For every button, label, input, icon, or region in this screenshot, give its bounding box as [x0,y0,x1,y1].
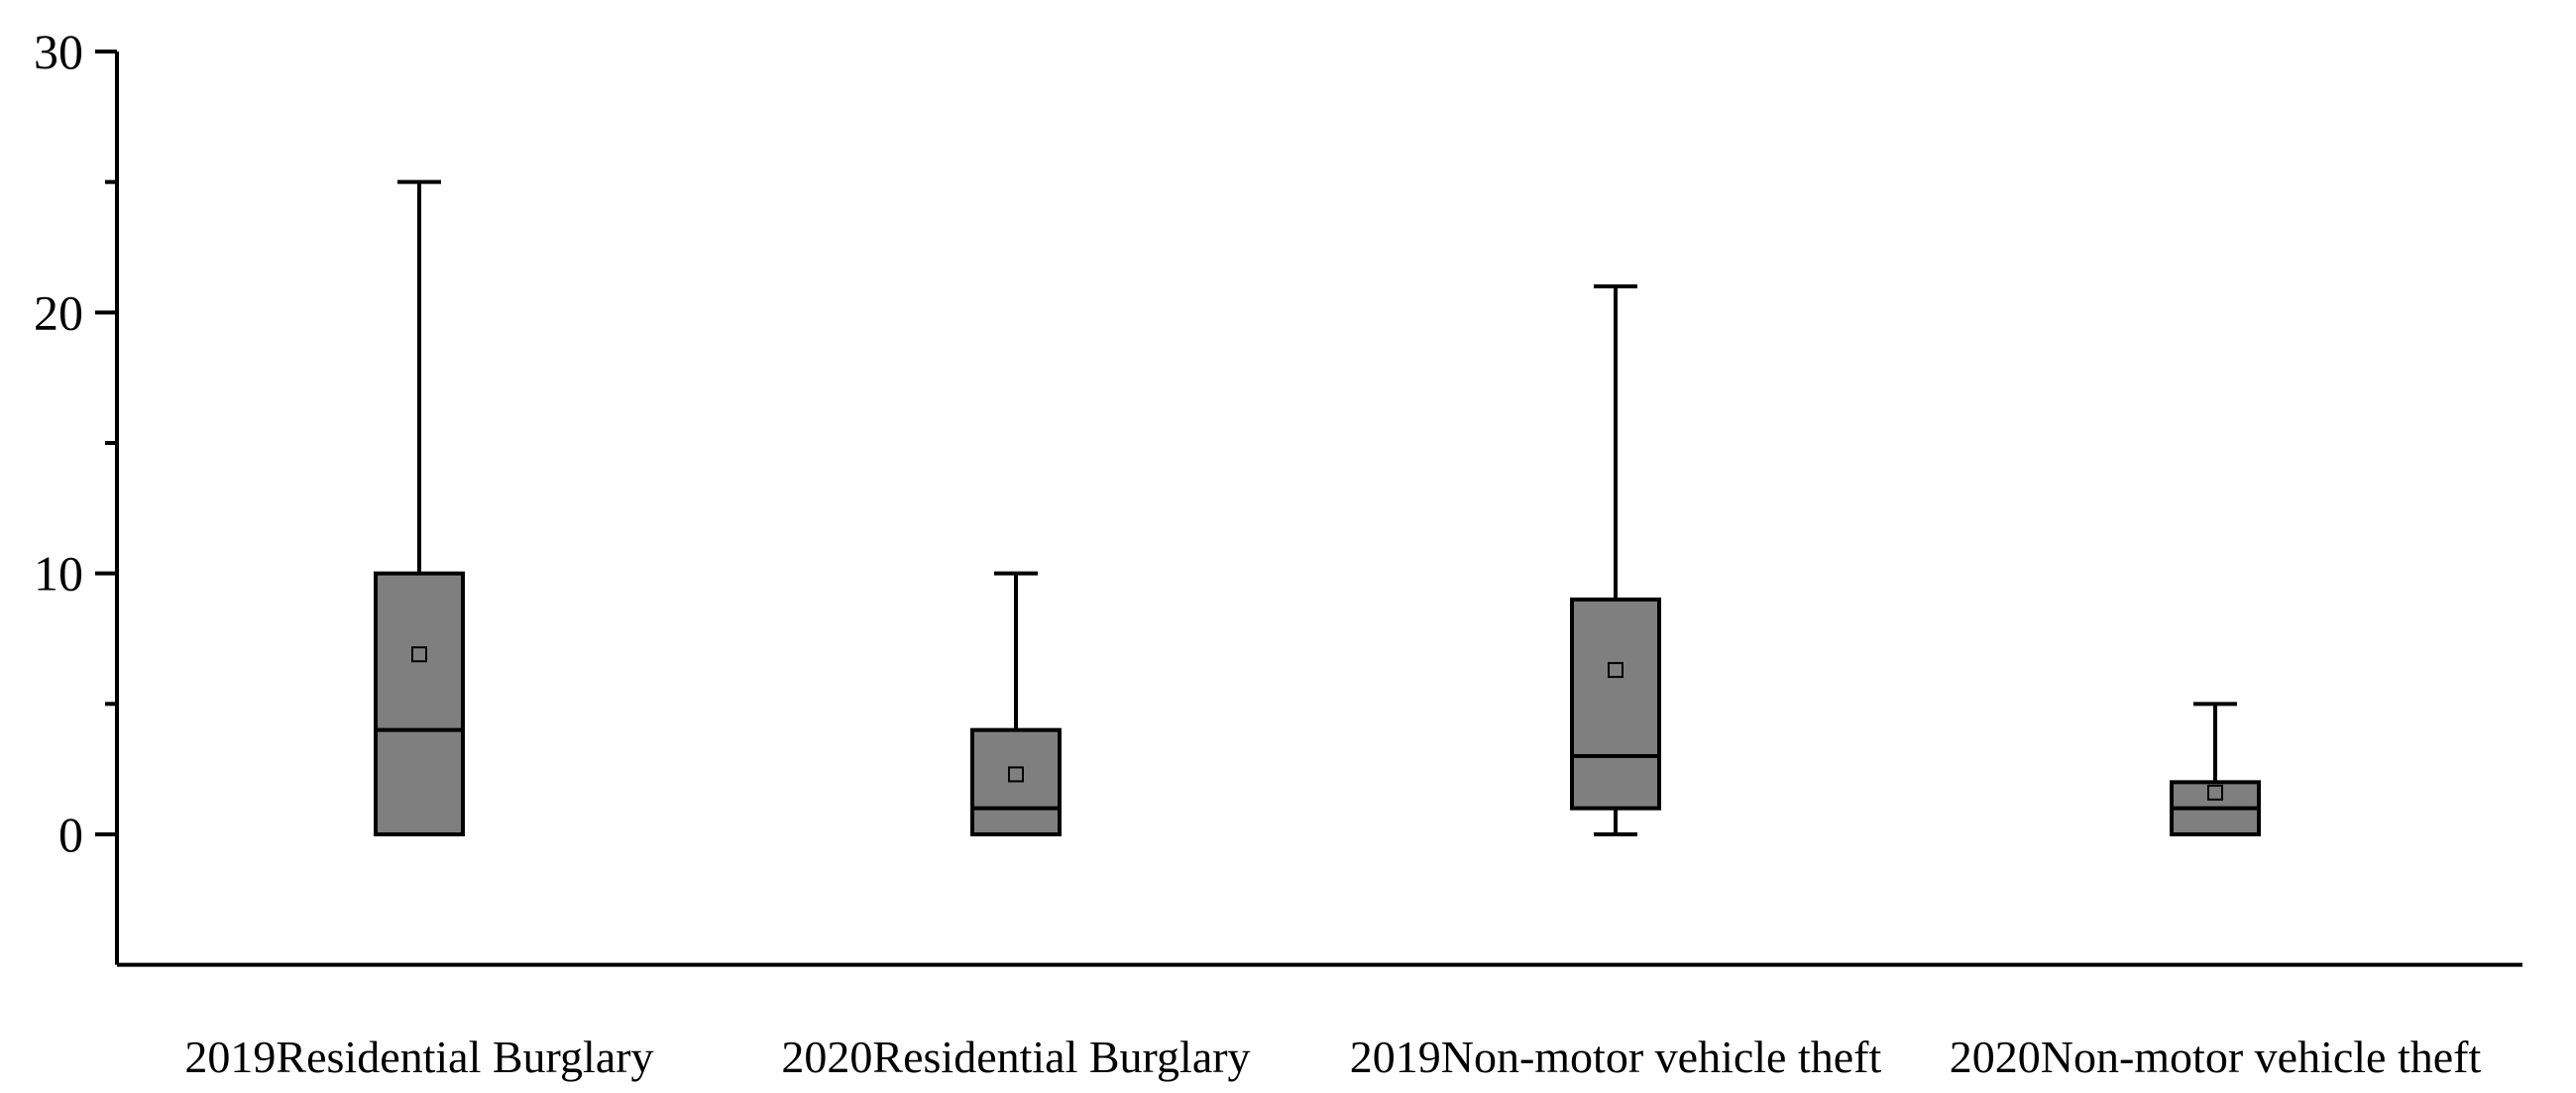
box-body [374,571,465,837]
mean-marker [1008,766,1024,783]
mean-marker [1608,662,1624,679]
labels-layer: 0 10 20 30 2019Residential Burglary 2020Resid… [34,24,2481,1082]
category-label: 2020Non-motor vehicle theft [1950,1032,2482,1082]
y-tick-label: 10 [34,546,83,601]
box-group [970,571,1062,837]
boxes-layer [374,179,2261,837]
axes-layer [95,50,2522,967]
y-tick-label: 20 [34,284,83,340]
box-group [374,179,465,837]
category-label: 2019Non-motor vehicle theft [1350,1032,1882,1082]
box-body [1570,598,1661,811]
y-tick-label: 30 [34,24,83,79]
mean-marker [2207,784,2223,801]
category-label: 2019Residential Burglary [184,1032,653,1082]
box-group [2170,702,2261,836]
y-tick-label: 0 [58,807,83,862]
category-label: 2020Residential Burglary [781,1032,1250,1082]
box-group [1570,284,1661,836]
mean-marker [411,646,427,663]
